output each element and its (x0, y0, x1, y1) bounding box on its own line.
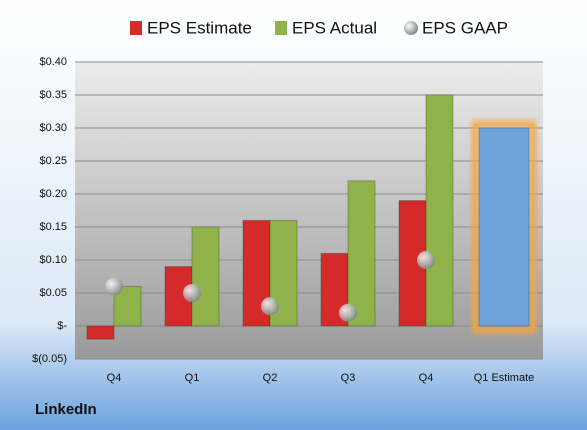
y-tick-label: $- (57, 320, 67, 332)
bar (478, 127, 530, 327)
x-tick-label: Q1 (185, 372, 200, 384)
gaap-marker (261, 297, 279, 316)
footer: LinkedIn (35, 401, 97, 418)
x-tick-label: Q1 Estimate (474, 372, 535, 384)
legend-label: EPS Estimate (147, 18, 252, 37)
x-tick-label: Q3 (341, 372, 356, 384)
gaap-marker (105, 277, 123, 296)
gaap-marker (417, 251, 435, 269)
gaap-marker (339, 303, 357, 322)
y-tick-label: $(0.05) (32, 353, 67, 365)
y-tick-label: $0.40 (39, 56, 67, 68)
x-tick-label: Q2 (263, 372, 278, 384)
legend-marker (404, 21, 418, 35)
gaap-marker (183, 284, 201, 302)
x-tick-label: Q4 (419, 372, 434, 384)
y-tick-label: $0.35 (39, 89, 67, 101)
bar (191, 226, 220, 327)
legend-marker (130, 21, 142, 35)
y-tick-label: $0.20 (39, 188, 67, 200)
y-tick-label: $0.05 (39, 287, 67, 299)
x-tick-label: Q4 (107, 372, 122, 384)
bar (86, 325, 115, 340)
bar (425, 94, 454, 327)
bar (347, 180, 376, 327)
legend-label: EPS Actual (292, 18, 377, 37)
legend-marker (275, 21, 287, 35)
y-tick-label: $0.10 (39, 254, 67, 266)
y-tick-label: $0.30 (39, 122, 67, 134)
y-tick-label: $0.15 (39, 221, 67, 233)
highlight-glow (472, 121, 536, 333)
legend-label: EPS GAAP (422, 18, 508, 37)
y-tick-label: $0.25 (39, 155, 67, 167)
plot-area (75, 62, 543, 359)
